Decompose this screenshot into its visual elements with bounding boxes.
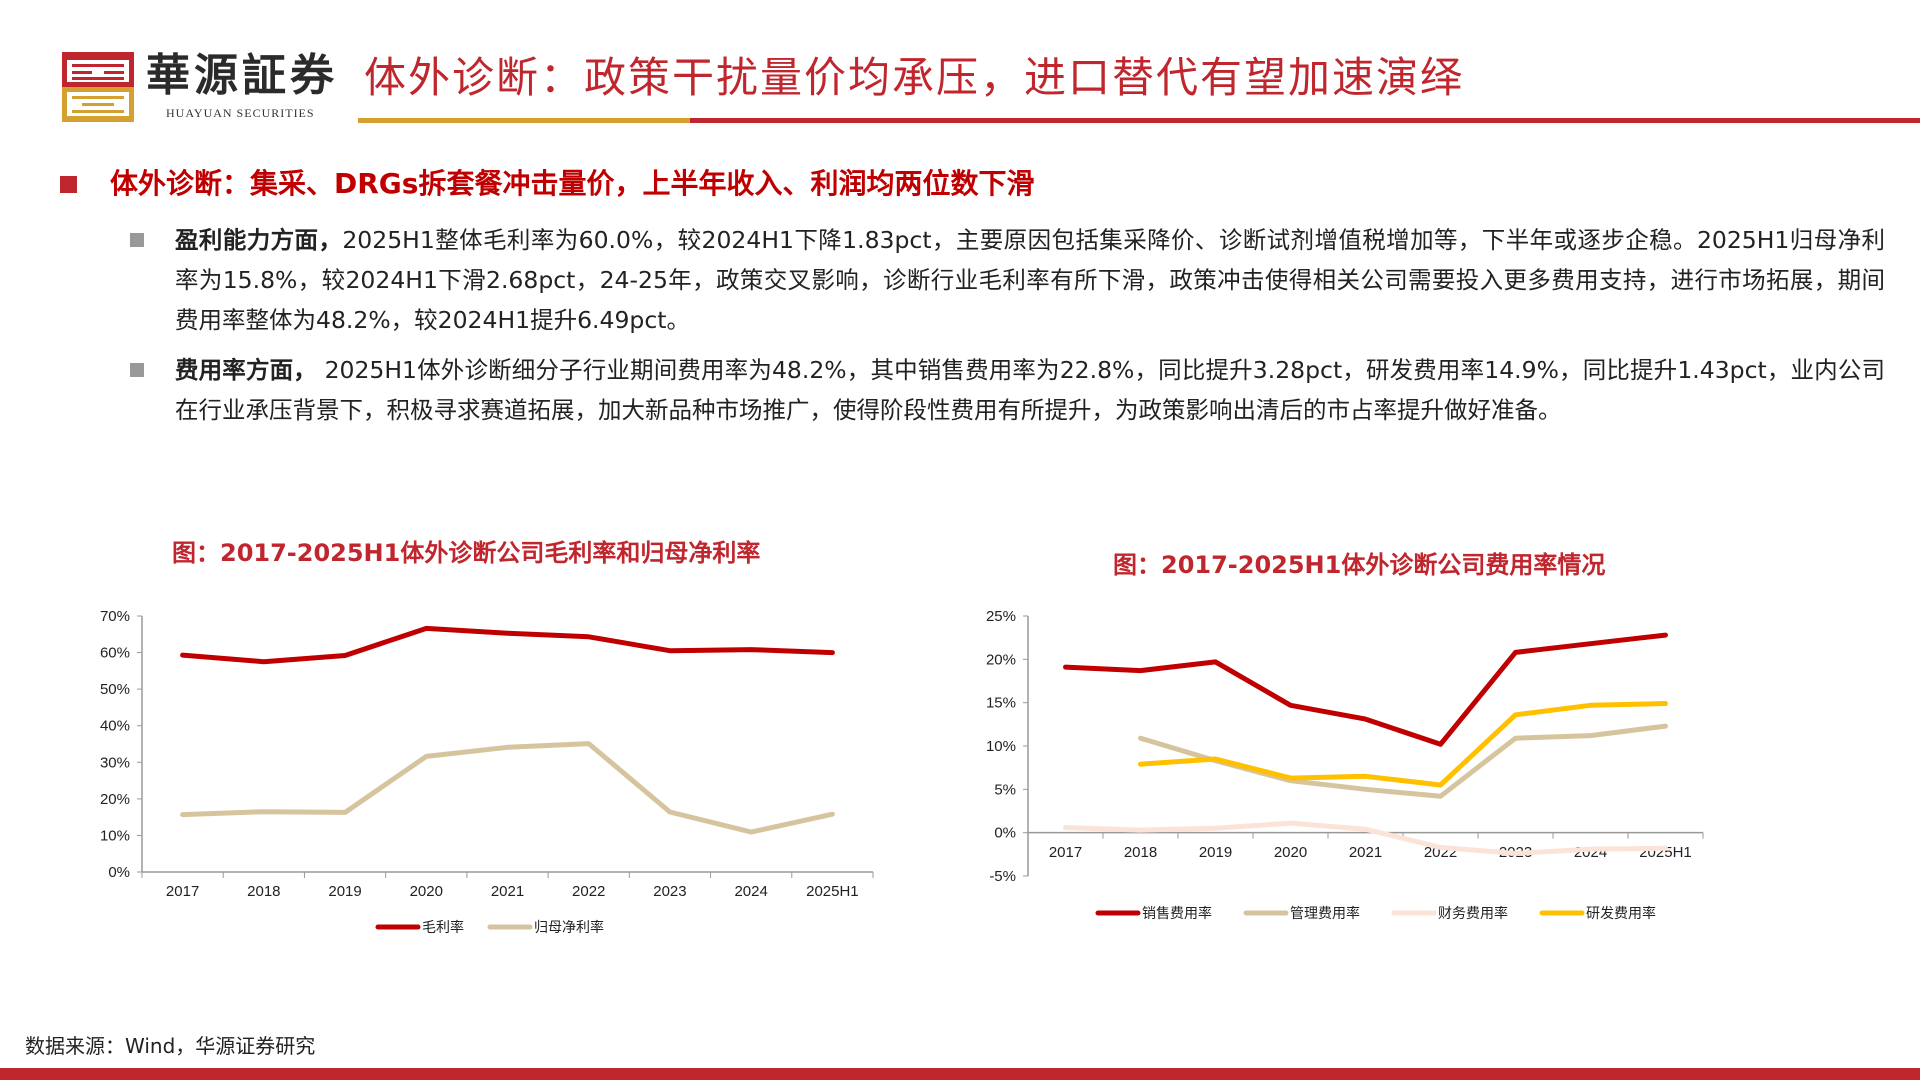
section-bullet-icon: [60, 176, 77, 193]
series-line-0: [180, 625, 835, 665]
y-tick-label: -5%: [989, 868, 1016, 885]
brand-name: 華源証券: [146, 50, 338, 101]
y-tick-label: 20%: [100, 791, 130, 808]
legend-label: 归母净利率: [534, 919, 604, 935]
x-tick-label: 2021: [491, 883, 524, 900]
legend-label: 销售费用率: [1142, 905, 1212, 921]
bullet-square-icon: [130, 363, 144, 377]
paragraph-lead: 费用率方面，: [175, 356, 317, 384]
legend-label: 管理费用率: [1290, 905, 1360, 921]
series-line-1: [180, 741, 835, 835]
x-tick-label: 2018: [247, 883, 280, 900]
expense-chart: -5%0%5%10%15%20%25%2017 2018 2019 2020 2021 2…: [986, 608, 1704, 921]
x-tick-label: 2020: [1274, 844, 1307, 861]
chart-title-expenses: 图：2017-2025H1体外诊断公司费用率情况: [1113, 551, 1606, 579]
huayuan-logo: [62, 52, 134, 122]
y-tick-label: 10%: [100, 827, 130, 844]
series-line-3: [1138, 701, 1668, 788]
y-tick-label: 60%: [100, 645, 130, 662]
y-tick-label: 70%: [100, 608, 130, 625]
x-tick-label: 2017: [1049, 844, 1082, 861]
x-tick-label: 2017: [166, 883, 199, 900]
title-underline-red: [690, 118, 1920, 123]
brand-name-en: HUAYUAN SECURITIES: [166, 106, 315, 120]
legend-label: 研发费用率: [1586, 905, 1656, 921]
paragraph-profitability: 盈利能力方面，2025H1整体毛利率为60.0%，较2024H1下降1.83pc…: [175, 220, 1885, 340]
x-tick-label: 2020: [410, 883, 443, 900]
x-tick-label: 2022: [572, 883, 605, 900]
bullet-square-icon: [130, 233, 144, 247]
x-tick-label: 2019: [328, 883, 361, 900]
x-tick-label: 2024: [734, 883, 767, 900]
x-tick-label: 2018: [1124, 844, 1157, 861]
legend-label: 毛利率: [422, 919, 464, 935]
y-tick-label: 5%: [994, 781, 1016, 798]
y-tick-label: 20%: [986, 651, 1016, 668]
y-tick-label: 0%: [108, 864, 130, 881]
y-tick-label: 10%: [986, 738, 1016, 755]
x-tick-label: 2023: [653, 883, 686, 900]
x-tick-label: 2021: [1349, 844, 1382, 861]
chart-title-margins: 图：2017-2025H1体外诊断公司毛利率和归母净利率: [172, 539, 761, 567]
y-tick-label: 50%: [100, 681, 130, 698]
legend-label: 财务费用率: [1438, 905, 1508, 921]
bottom-bar: [0, 1068, 1920, 1080]
y-tick-label: 15%: [986, 695, 1016, 712]
y-tick-label: 40%: [100, 718, 130, 735]
section-heading: 体外诊断：集采、DRGs拆套餐冲击量价，上半年收入、利润均两位数下滑: [110, 167, 1035, 200]
paragraph-expense: 费用率方面， 2025H1体外诊断细分子行业期间费用率为48.2%，其中销售费用…: [175, 350, 1885, 430]
y-tick-label: 30%: [100, 754, 130, 771]
margin-chart: 0% 10% 20% 30% 40% 50% 60% 70% 2017 2018 2019 2020 2…: [100, 608, 874, 935]
data-source: 数据来源：Wind，华源证券研究: [25, 1034, 316, 1058]
paragraph-text: 2025H1整体毛利率为60.0%，较2024H1下降1.83pct，主要原因包…: [175, 226, 1886, 334]
x-tick-label: 2019: [1199, 844, 1232, 861]
y-tick-label: 0%: [994, 825, 1016, 842]
paragraph-text: 2025H1体外诊断细分子行业期间费用率为48.2%，其中销售费用率为22.8%…: [175, 356, 1885, 424]
title-underline-gold: [358, 118, 690, 123]
bullet-item: 费用率方面， 2025H1体外诊断细分子行业期间费用率为48.2%，其中销售费用…: [130, 350, 1885, 430]
page-title: 体外诊断：政策干扰量价均承压，进口替代有望加速演绎: [364, 53, 1465, 102]
series-line-2: [1063, 820, 1668, 856]
x-tick-label: 2025H1: [806, 883, 859, 900]
y-tick-label: 25%: [986, 608, 1016, 625]
paragraph-lead: 盈利能力方面，: [175, 226, 343, 254]
series-line-0: [1063, 632, 1668, 747]
bullet-list: 盈利能力方面，2025H1整体毛利率为60.0%，较2024H1下降1.83pc…: [130, 220, 1885, 430]
bullet-item: 盈利能力方面，2025H1整体毛利率为60.0%，较2024H1下降1.83pc…: [130, 220, 1885, 340]
